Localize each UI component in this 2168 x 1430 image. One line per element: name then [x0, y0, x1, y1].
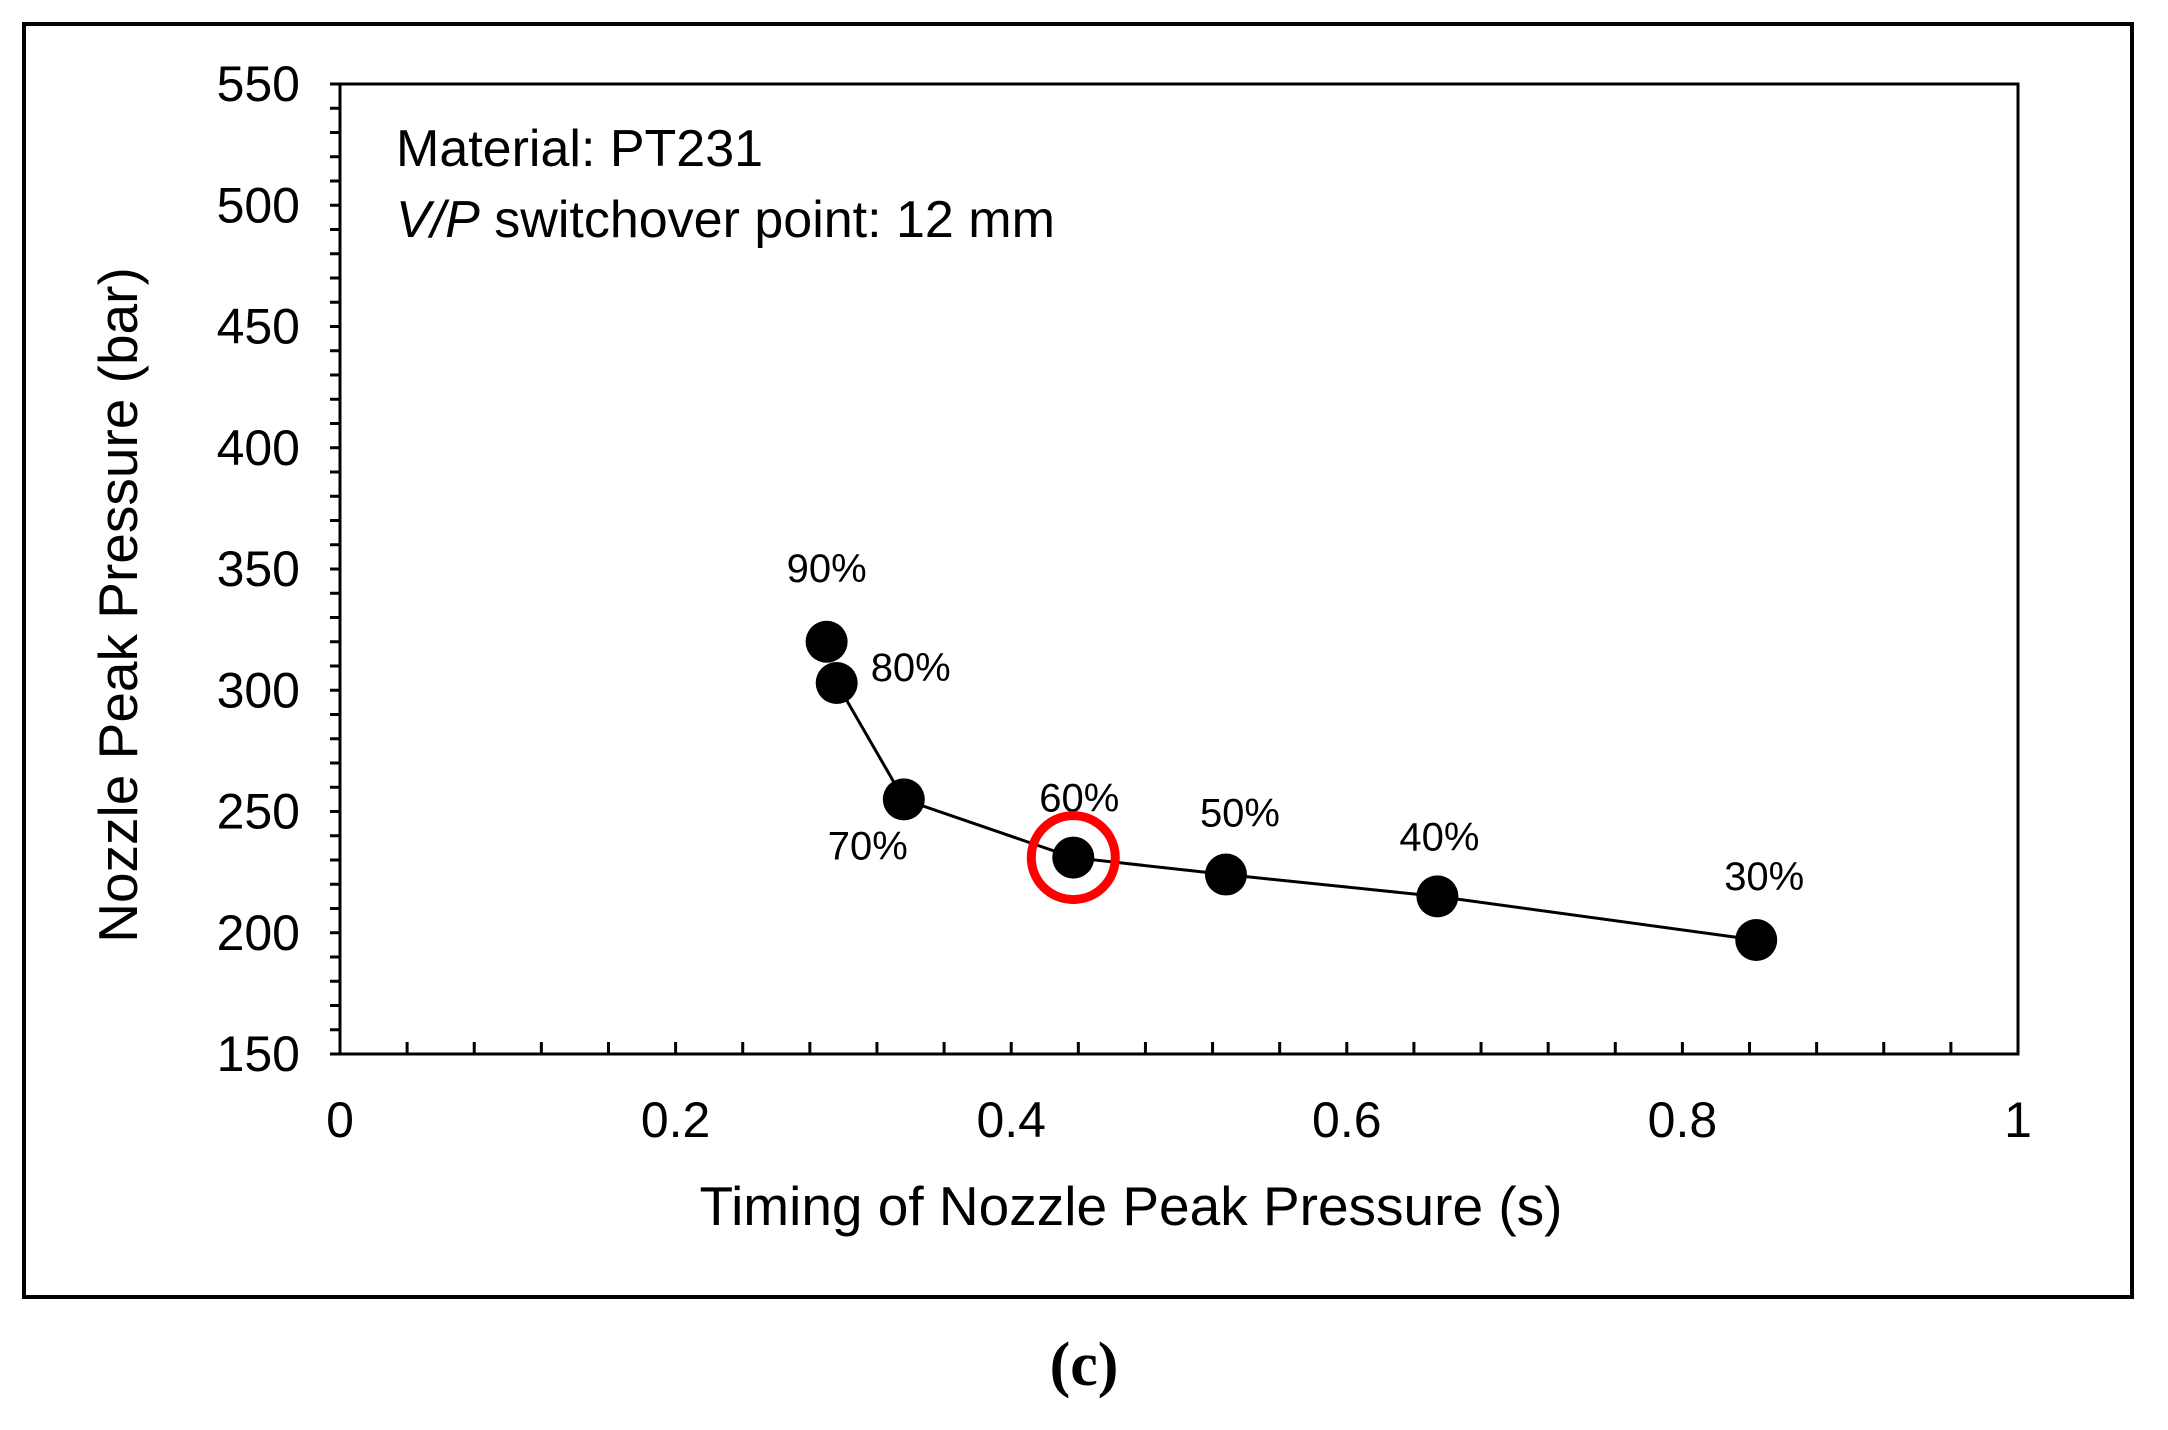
y-axis-title: Nozzle Peak Pressure (bar): [87, 267, 149, 943]
switchover-rest-text: switchover point: 12 mm: [480, 191, 1055, 249]
y-tick-label: 300: [217, 662, 300, 718]
data-markers: [805, 620, 1778, 962]
data-marker: [1416, 875, 1459, 918]
series-line: [835, 682, 1757, 942]
y-tick-label: 250: [217, 784, 300, 840]
figure-caption: (c): [1049, 1331, 1119, 1399]
y-tick-label: 350: [217, 541, 300, 597]
x-tick-label: 1: [2004, 1092, 2032, 1148]
y-tick-labels: 150 200 250 300 350 400 450 500 550: [217, 56, 300, 1082]
point-label: 90%: [787, 547, 867, 591]
x-minor-ticks: [338, 1042, 2020, 1054]
data-marker: [1052, 836, 1095, 879]
data-marker: [1204, 853, 1247, 896]
data-marker: [1735, 919, 1778, 962]
x-tick-labels: 0 0.2 0.4 0.6 0.8 1: [326, 1092, 2032, 1148]
data-marker: [805, 620, 848, 663]
x-tick-label: 0.8: [1648, 1092, 1718, 1148]
y-tick-label: 200: [217, 905, 300, 961]
data-marker: [882, 778, 925, 821]
x-tick-label: 0: [326, 1092, 354, 1148]
y-tick-label: 500: [217, 177, 300, 233]
data-marker: [815, 661, 858, 704]
switchover-annotation: V/P switchover point: 12 mm: [396, 191, 1055, 249]
y-tick-label: 150: [217, 1026, 300, 1082]
point-label: 70%: [828, 824, 908, 868]
x-axis-title: Timing of Nozzle Peak Pressure (s): [700, 1175, 1563, 1237]
point-label: 80%: [871, 646, 951, 690]
data-point-labels: 90%80%70%60% 50%40%30%: [787, 547, 1805, 899]
y-tick-label: 550: [217, 56, 300, 112]
chart-frame: [22, 22, 2134, 1299]
point-label: 50%: [1200, 792, 1280, 836]
highlight-circle: [1026, 811, 1120, 905]
switchover-italic-text: V/P: [396, 191, 480, 249]
point-label: 40%: [1399, 815, 1479, 859]
point-label: 30%: [1724, 855, 1804, 899]
y-minor-ticks: [330, 82, 340, 1056]
material-annotation: Material: PT231: [396, 120, 763, 178]
x-tick-label: 0.2: [641, 1092, 711, 1148]
x-tick-label: 0.6: [1312, 1092, 1382, 1148]
y-tick-label: 450: [217, 299, 300, 355]
x-tick-label: 0.4: [976, 1092, 1046, 1148]
chart-svg: 150 200 250 300 350 400 450 500 550 0 0.2 0.4 0.6 0.…: [87, 56, 2032, 1237]
y-tick-label: 400: [217, 420, 300, 476]
